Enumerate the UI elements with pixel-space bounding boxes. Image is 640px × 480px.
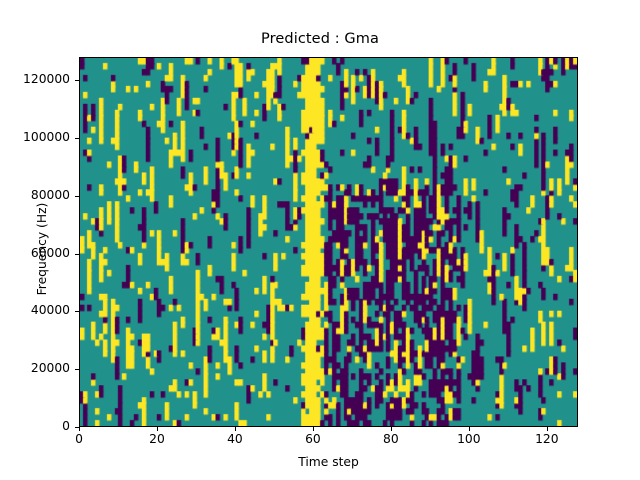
- y-tick-label: 80000: [30, 187, 70, 202]
- x-tick-mark: [390, 427, 392, 431]
- y-tick-mark: [75, 80, 79, 82]
- x-tick-mark: [156, 427, 158, 431]
- y-tick-mark: [75, 253, 79, 255]
- y-tick-mark: [75, 195, 79, 197]
- y-tick-label: 20000: [30, 361, 70, 376]
- x-tick-mark: [234, 427, 236, 431]
- heatmap-canvas: [80, 58, 577, 426]
- y-tick-mark: [75, 137, 79, 139]
- y-tick-mark: [75, 427, 79, 428]
- y-tick-label: 60000: [30, 245, 70, 260]
- x-tick-label: 80: [383, 432, 399, 446]
- x-tick-mark: [79, 427, 80, 431]
- y-tick-mark: [75, 369, 79, 371]
- x-tick-mark: [468, 427, 470, 431]
- x-tick-label: 120: [535, 432, 559, 446]
- x-tick-label: 40: [227, 432, 243, 446]
- x-axis-label: Time step: [298, 455, 359, 469]
- y-tick-label: 120000: [23, 72, 70, 87]
- heatmap-axes: [79, 57, 578, 427]
- y-tick-label: 40000: [30, 303, 70, 318]
- y-tick-label: 0: [62, 419, 70, 433]
- x-tick-label: 100: [457, 432, 481, 446]
- y-tick-mark: [75, 311, 79, 313]
- x-tick-mark: [546, 427, 548, 431]
- x-tick-label: 20: [149, 432, 165, 446]
- x-tick-mark: [312, 427, 314, 431]
- x-tick-label: 0: [75, 432, 83, 446]
- x-tick-label: 60: [305, 432, 321, 446]
- page-title: Predicted : Gma: [261, 31, 379, 47]
- y-tick-label: 100000: [23, 129, 70, 144]
- y-axis-label: Frequency (Hz): [35, 202, 49, 296]
